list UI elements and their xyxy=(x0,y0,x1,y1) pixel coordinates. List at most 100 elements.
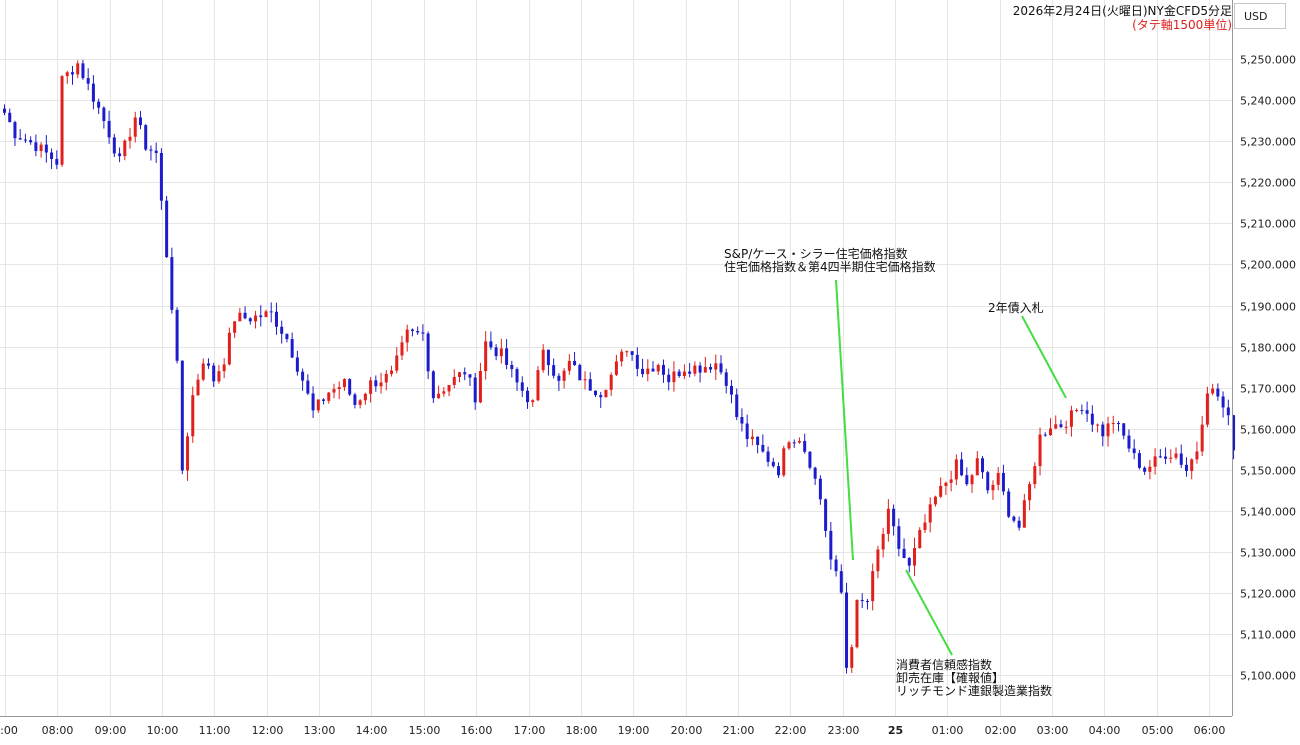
candle-body xyxy=(1090,413,1094,425)
candle-body xyxy=(405,329,409,343)
candle-body xyxy=(656,364,660,372)
annotation-text: S&P/ケース・シラー住宅価格指数 xyxy=(724,246,908,261)
candle-body xyxy=(614,361,618,375)
candle-body xyxy=(1164,456,1168,459)
candle-body xyxy=(1179,453,1183,465)
candle-body xyxy=(813,467,817,479)
candle-body xyxy=(468,374,472,378)
candle-body xyxy=(567,360,571,371)
candle-body xyxy=(777,466,781,476)
x-tick-label: 13:00 xyxy=(304,724,336,737)
candle-body xyxy=(259,315,263,318)
candle-body xyxy=(363,393,367,401)
candle-body xyxy=(175,309,179,361)
candle-body xyxy=(332,389,336,393)
annotation-line xyxy=(905,569,953,656)
candle-body xyxy=(996,472,1000,485)
currency-label: USD xyxy=(1244,9,1268,23)
candle-body xyxy=(421,332,425,334)
candle-body xyxy=(954,459,958,480)
candle-body xyxy=(306,380,310,394)
candle-body xyxy=(1174,453,1178,458)
candle-body xyxy=(1184,464,1188,472)
currency-selector[interactable]: USD xyxy=(1234,3,1286,29)
candle-body xyxy=(709,367,713,370)
candle-body xyxy=(1038,434,1042,467)
candle-body xyxy=(557,375,561,381)
candle-body xyxy=(918,529,922,549)
candle-body xyxy=(1153,456,1157,467)
candle-body xyxy=(886,508,890,534)
x-tick-label: 19:00 xyxy=(618,724,650,737)
candle-body xyxy=(782,448,786,476)
candle-body xyxy=(1205,393,1209,425)
candle-body xyxy=(426,333,430,372)
candle-body xyxy=(1137,453,1141,468)
candle-body xyxy=(986,472,990,491)
candle-body xyxy=(797,441,801,443)
candle-body xyxy=(510,364,514,370)
candle-body xyxy=(1132,448,1136,454)
x-tick-label: 05:00 xyxy=(1142,724,1174,737)
x-tick-label: 23:00 xyxy=(828,724,860,737)
candle-body xyxy=(107,120,111,138)
y-tick-label: 5,100.000 xyxy=(1240,670,1296,683)
candle-body xyxy=(975,458,979,476)
candle-body xyxy=(855,599,859,648)
candle-body xyxy=(327,392,331,401)
candle-body xyxy=(280,326,284,334)
candle-body xyxy=(206,363,210,366)
candle-body xyxy=(1101,424,1105,437)
candle-body xyxy=(81,63,85,79)
candle-body xyxy=(604,389,608,398)
candle-body xyxy=(1033,466,1037,485)
candle-body xyxy=(452,376,456,385)
candle-body xyxy=(494,347,498,357)
candle-body xyxy=(667,374,671,383)
candle-body xyxy=(771,461,775,467)
candle-body xyxy=(186,436,190,471)
x-tick-label: 16:00 xyxy=(461,724,493,737)
candle-body xyxy=(672,371,676,383)
candle-body xyxy=(55,158,59,165)
candle-body xyxy=(1216,388,1220,397)
candle-body xyxy=(949,479,953,483)
candle-body xyxy=(264,311,268,318)
x-tick-label: 14:00 xyxy=(356,724,388,737)
candle-body xyxy=(410,329,414,332)
candle-body xyxy=(70,72,74,75)
candle-body xyxy=(227,332,231,365)
candle-body xyxy=(274,311,278,327)
candle-body xyxy=(44,144,48,153)
candle-body xyxy=(1080,410,1084,412)
candle-body xyxy=(1007,491,1011,517)
candle-body xyxy=(374,380,378,387)
candle-body xyxy=(222,364,226,372)
candle-body xyxy=(322,399,326,401)
annotation-text: 消費者信頼感指数 xyxy=(896,657,992,672)
y-tick-label: 5,150.000 xyxy=(1240,465,1296,478)
y-tick-label: 5,200.000 xyxy=(1240,259,1296,272)
y-tick-label: 5,120.000 xyxy=(1240,588,1296,601)
annotation-text: 卸売在庫【確報値】 xyxy=(896,670,1004,685)
x-tick-label: 12:00 xyxy=(252,724,284,737)
candle-body xyxy=(939,485,943,497)
candle-body xyxy=(865,601,869,603)
candle-body xyxy=(369,380,373,394)
candle-body xyxy=(123,140,127,157)
candle-body xyxy=(149,149,153,151)
x-tick-label: 06:00 xyxy=(1194,724,1226,737)
candle-body xyxy=(348,379,352,395)
x-tick-label: 7:00 xyxy=(0,724,18,737)
candle-body xyxy=(478,371,482,403)
candle-body xyxy=(520,382,524,391)
candle-body xyxy=(60,76,64,165)
candle-body xyxy=(944,482,948,486)
candle-body xyxy=(39,144,43,151)
candle-body xyxy=(740,417,744,424)
x-tick-label: 17:00 xyxy=(514,724,546,737)
candle-body xyxy=(484,341,488,372)
candle-body xyxy=(824,499,828,531)
candle-body xyxy=(766,451,770,462)
